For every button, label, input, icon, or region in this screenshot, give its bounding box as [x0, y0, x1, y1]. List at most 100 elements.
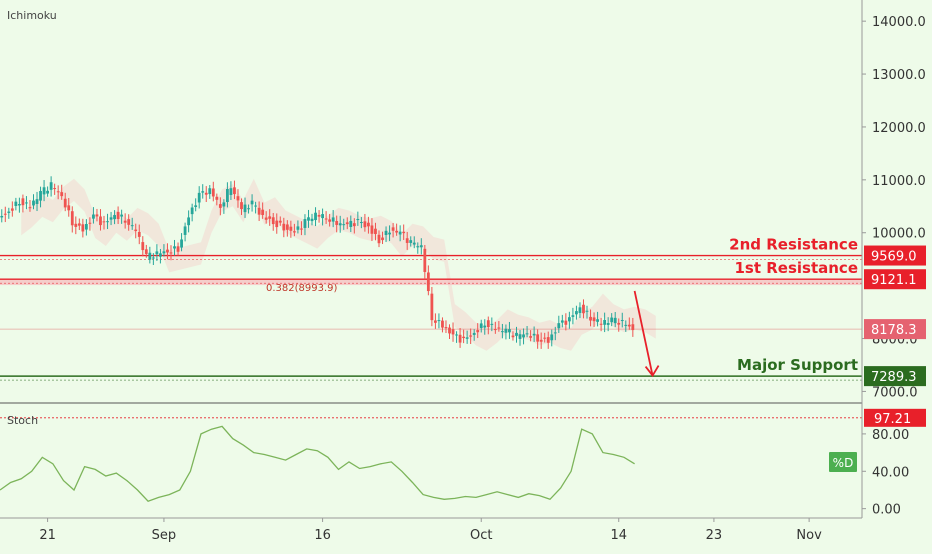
- candle-body: [631, 324, 635, 331]
- candle-body: [127, 219, 131, 225]
- candle-body: [596, 319, 599, 322]
- candle-body: [151, 257, 155, 259]
- candle-body: [300, 228, 303, 230]
- candle-body: [504, 328, 508, 333]
- candle-body: [550, 334, 554, 341]
- candle-body: [208, 188, 212, 195]
- candle-body: [169, 252, 173, 254]
- candle-body: [536, 334, 540, 342]
- x-tick-label: 23: [706, 528, 723, 543]
- y-tick-label: 7000.0: [872, 385, 918, 400]
- candle-body: [254, 205, 258, 207]
- candle-body: [441, 320, 444, 328]
- candle-body: [240, 202, 243, 210]
- forecast-arrow-head: [644, 365, 660, 378]
- ichimoku-cloud: [21, 178, 656, 351]
- candle-body: [627, 324, 631, 327]
- candle-body: [613, 317, 617, 324]
- candle-body: [42, 187, 46, 195]
- candle-body: [599, 323, 603, 325]
- candle-body: [557, 323, 561, 329]
- candle-body: [257, 207, 261, 215]
- candle-body: [92, 214, 95, 219]
- candle-body: [39, 191, 42, 201]
- candle-body: [218, 204, 222, 208]
- stoch-y-tick-label: 80.00: [872, 428, 909, 443]
- candle-body: [201, 191, 205, 193]
- price-badge: [864, 269, 926, 290]
- candle-body: [444, 327, 448, 329]
- candle-body: [310, 218, 314, 222]
- candle-body: [511, 335, 515, 338]
- series-badge-text: %D: [833, 456, 854, 470]
- candle-body: [370, 225, 374, 234]
- candle-body: [377, 234, 381, 244]
- candle-body: [53, 188, 57, 190]
- candle-body: [120, 214, 124, 217]
- candle-body: [349, 220, 353, 227]
- candle-body: [493, 329, 497, 331]
- candle-body: [197, 192, 201, 203]
- candle-body: [99, 216, 102, 226]
- candle-body: [0, 215, 4, 218]
- candle-body: [381, 237, 384, 241]
- y-tick-label: 11000.0: [872, 174, 926, 189]
- candle-body: [137, 231, 141, 237]
- candle-body: [398, 231, 402, 235]
- candle-body: [95, 214, 99, 217]
- candle-body: [416, 246, 420, 248]
- candle-body: [204, 192, 208, 195]
- candle-body: [285, 224, 289, 230]
- candle-body: [250, 200, 254, 205]
- candle-body: [465, 337, 469, 339]
- candle-body: [388, 232, 391, 235]
- stoch-level-text: 97.21: [874, 412, 911, 427]
- candle-body: [60, 192, 64, 197]
- y-tick-label: 14000.0: [872, 15, 926, 30]
- x-tick-label: Nov: [796, 528, 822, 543]
- candle-body: [374, 228, 377, 235]
- candle-body: [419, 245, 423, 248]
- candle-body: [225, 189, 229, 203]
- candle-body: [144, 249, 148, 254]
- candle-body: [610, 317, 614, 323]
- candle-body: [518, 334, 522, 339]
- candle-body: [321, 214, 324, 219]
- level-label: 1st Resistance: [734, 259, 858, 277]
- candle-body: [483, 325, 487, 328]
- candle-body: [567, 317, 571, 322]
- candle-body: [356, 218, 360, 221]
- candle-body: [508, 329, 511, 333]
- candle-body: [458, 334, 462, 343]
- candle-body: [490, 323, 494, 325]
- indicator-label-ichimoku: Ichimoku: [7, 9, 57, 22]
- candle-body: [261, 209, 265, 216]
- candle-body: [190, 207, 194, 215]
- y-tick-label: 13000.0: [872, 68, 926, 83]
- candle-body: [617, 322, 621, 325]
- candle-body: [229, 188, 233, 195]
- candle-body: [603, 319, 607, 325]
- candle-body: [148, 252, 152, 260]
- candle-body: [271, 217, 275, 225]
- candle-body: [546, 337, 550, 343]
- stoch-y-tick-label: 40.00: [872, 465, 909, 480]
- level-label: 2nd Resistance: [729, 236, 858, 254]
- candle-body: [113, 215, 116, 220]
- candle-body: [166, 249, 169, 253]
- stoch-d-line: [0, 425, 635, 502]
- candle-body: [620, 320, 624, 322]
- cloud-area: [21, 178, 656, 351]
- candle-body: [384, 230, 388, 235]
- candle-body: [338, 223, 342, 226]
- candle-body: [14, 201, 18, 206]
- candle-body: [106, 221, 109, 223]
- candle-body: [412, 242, 416, 245]
- candle-body: [183, 226, 187, 235]
- candle-body: [423, 248, 427, 272]
- candle-body: [109, 217, 113, 220]
- candle-body: [539, 339, 543, 342]
- candle-body: [624, 324, 628, 326]
